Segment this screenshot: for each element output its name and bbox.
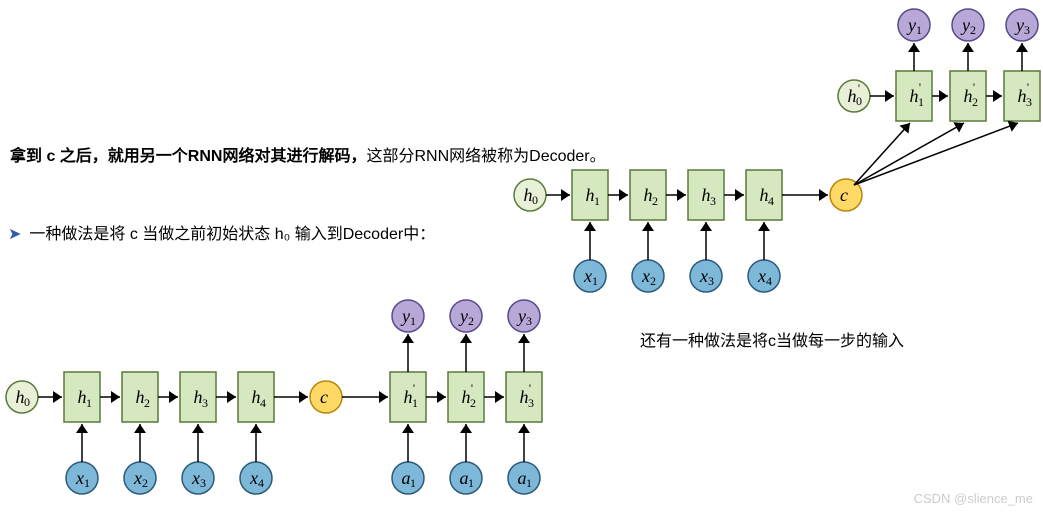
svg-text:2: 2	[970, 23, 976, 37]
svg-text:3: 3	[526, 314, 532, 328]
svg-text:2: 2	[470, 396, 476, 410]
svg-text:4: 4	[258, 476, 264, 490]
svg-text:x: x	[133, 468, 142, 488]
svg-text:x: x	[583, 266, 592, 286]
svg-text:1: 1	[468, 476, 474, 490]
svg-text:1: 1	[84, 476, 90, 490]
svg-text:1: 1	[594, 194, 600, 208]
svg-text:y: y	[1014, 15, 1024, 35]
svg-text:y: y	[960, 15, 970, 35]
svg-text:0: 0	[24, 395, 30, 409]
svg-text:x: x	[191, 468, 200, 488]
svg-text:3: 3	[202, 396, 208, 410]
svg-text:x: x	[75, 468, 84, 488]
svg-text:': '	[919, 80, 921, 94]
svg-text:4: 4	[768, 194, 774, 208]
svg-text:c: c	[320, 387, 328, 407]
svg-text:1: 1	[410, 314, 416, 328]
svg-text:y: y	[906, 15, 916, 35]
svg-text:2: 2	[652, 194, 658, 208]
svg-text:1: 1	[86, 396, 92, 410]
svg-text:y: y	[516, 306, 526, 326]
svg-text:3: 3	[708, 274, 714, 288]
svg-text:x: x	[757, 266, 766, 286]
svg-text:2: 2	[142, 476, 148, 490]
svg-text:': '	[1027, 80, 1029, 94]
svg-text:0: 0	[856, 94, 862, 108]
svg-text:x: x	[641, 266, 650, 286]
svg-text:3: 3	[1024, 23, 1030, 37]
svg-text:x: x	[699, 266, 708, 286]
svg-text:2: 2	[144, 396, 150, 410]
svg-text:': '	[413, 381, 415, 395]
svg-text:0: 0	[532, 193, 538, 207]
svg-text:': '	[973, 80, 975, 94]
svg-text:3: 3	[1026, 95, 1032, 109]
svg-text:2: 2	[468, 314, 474, 328]
svg-text:': '	[858, 81, 860, 95]
svg-text:3: 3	[200, 476, 206, 490]
svg-text:4: 4	[766, 274, 772, 288]
svg-text:1: 1	[918, 95, 924, 109]
svg-text:y: y	[458, 306, 468, 326]
svg-text:1: 1	[526, 476, 532, 490]
svg-text:': '	[529, 381, 531, 395]
svg-text:1: 1	[410, 476, 416, 490]
svg-text:2: 2	[972, 95, 978, 109]
svg-text:x: x	[249, 468, 258, 488]
svg-text:1: 1	[592, 274, 598, 288]
svg-text:c: c	[840, 185, 848, 205]
svg-text:y: y	[400, 306, 410, 326]
svg-text:4: 4	[260, 396, 266, 410]
diagram-canvas: h0h1x1h2x2h3x3h4x4ch1'y1a1h2'y2a1h3'y3a1…	[0, 0, 1043, 514]
svg-text:1: 1	[412, 396, 418, 410]
svg-text:': '	[471, 381, 473, 395]
svg-text:3: 3	[528, 396, 534, 410]
svg-text:2: 2	[650, 274, 656, 288]
svg-text:1: 1	[916, 23, 922, 37]
svg-text:3: 3	[710, 194, 716, 208]
